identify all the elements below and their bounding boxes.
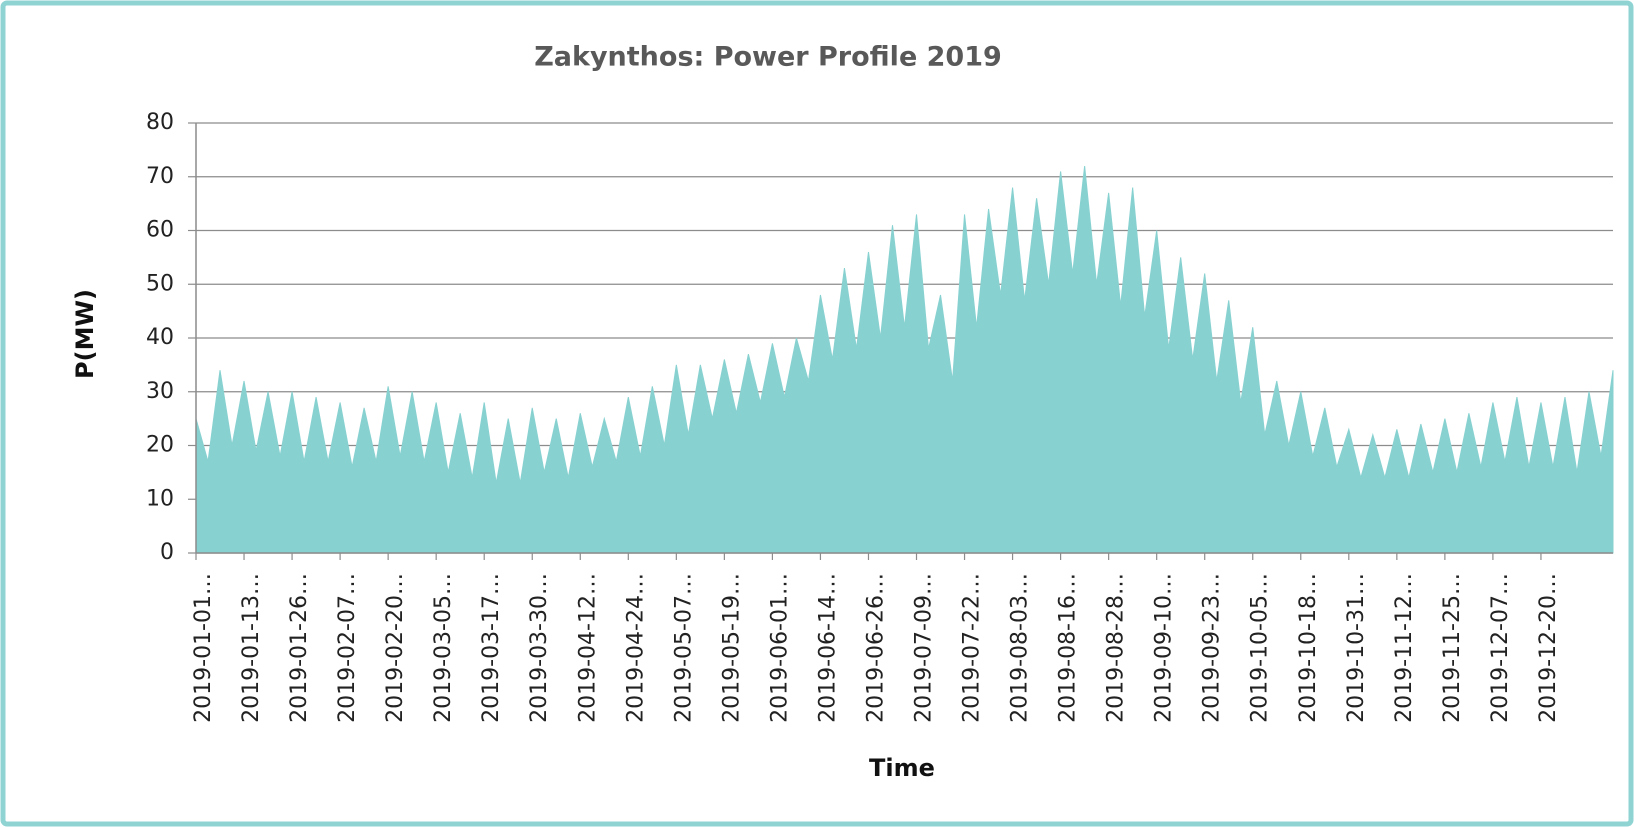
x-tick-label: 2019-02-07… xyxy=(335,573,360,723)
x-tick-label: 2019-08-03… xyxy=(1008,573,1033,723)
x-axis-title: Time xyxy=(869,754,935,782)
x-tick-label: 2019-06-01… xyxy=(767,573,792,723)
x-tick-label: 2019-11-12… xyxy=(1392,573,1417,723)
x-tick-label: 2019-08-16… xyxy=(1056,573,1081,723)
x-tick-label: 2019-09-23… xyxy=(1200,573,1225,723)
x-tick-label: 2019-04-24… xyxy=(623,573,648,723)
x-tick-label: 2019-05-19… xyxy=(719,573,744,723)
y-tick-label: 20 xyxy=(146,433,174,458)
x-tick-label: 2019-07-22… xyxy=(960,573,985,723)
x-tick-label: 2019-10-31… xyxy=(1344,573,1369,723)
x-tick-label: 2019-07-09… xyxy=(912,573,937,723)
x-tick-label: 2019-06-14… xyxy=(815,573,840,723)
y-tick-label: 40 xyxy=(146,325,174,350)
x-tick-label: 2019-03-17… xyxy=(479,573,504,723)
y-tick-label: 80 xyxy=(146,110,174,135)
x-tick-label: 2019-12-07… xyxy=(1488,573,1513,723)
y-tick-label: 0 xyxy=(160,540,174,565)
x-tick-label: 2019-02-20… xyxy=(383,573,408,723)
x-tick-label: 2019-03-30… xyxy=(527,573,552,723)
x-tick-label: 2019-12-20… xyxy=(1536,573,1561,723)
x-tick-label: 2019-11-25… xyxy=(1440,573,1465,723)
x-tick-label: 2019-04-12… xyxy=(575,573,600,723)
x-tick-label: 2019-08-28… xyxy=(1104,573,1129,723)
x-tick-label: 2019-03-05… xyxy=(431,573,456,723)
x-tick-label: 2019-10-05… xyxy=(1248,573,1273,723)
y-axis-title: P(MW) xyxy=(71,289,99,379)
y-tick-label: 60 xyxy=(146,218,174,243)
y-tick-label: 70 xyxy=(146,164,174,189)
x-tick-label: 2019-09-10… xyxy=(1152,573,1177,723)
y-tick-label: 50 xyxy=(146,271,174,296)
x-tick-label: 2019-06-26… xyxy=(863,573,888,723)
x-tick-label: 2019-10-18… xyxy=(1296,573,1321,723)
x-tick-label: 2019-01-26… xyxy=(287,573,312,723)
y-tick-label: 30 xyxy=(146,379,174,404)
x-tick-label: 2019-01-13… xyxy=(239,573,264,723)
x-tick-label: 2019-01-01… xyxy=(191,573,216,723)
chart-title: Zakynthos: Power Profile 2019 xyxy=(534,42,1002,73)
x-tick-label: 2019-05-07… xyxy=(671,573,696,723)
area xyxy=(195,165,1614,554)
y-tick-label: 10 xyxy=(146,486,174,511)
